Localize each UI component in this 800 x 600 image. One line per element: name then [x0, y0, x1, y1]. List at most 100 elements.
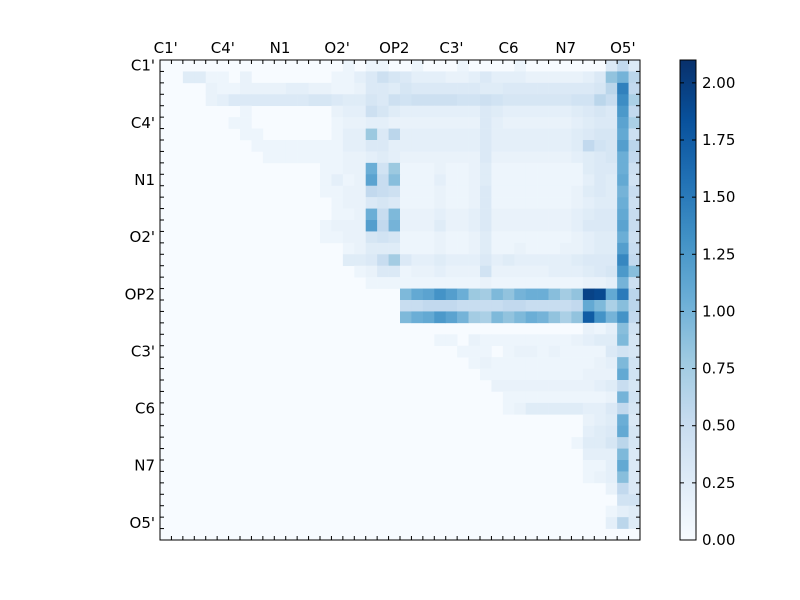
heatmap-cell [422, 220, 435, 232]
heatmap-cell [388, 105, 401, 118]
heatmap-cell [605, 185, 618, 198]
heatmap-cell [388, 254, 401, 267]
heatmap-cell [274, 82, 287, 95]
heatmap-cell [594, 208, 607, 221]
heatmap-cell [525, 162, 538, 175]
heatmap-cell [502, 277, 515, 289]
heatmap-cell [514, 208, 527, 221]
heatmap-cell [388, 220, 401, 232]
heatmap-cell [365, 128, 378, 141]
heatmap-cell [411, 60, 424, 72]
heatmap-cell [400, 140, 412, 152]
heatmap-cell [411, 82, 424, 95]
heatmap-cell [502, 368, 515, 381]
heatmap-cell [548, 162, 561, 175]
heatmap-cell [571, 151, 584, 164]
heatmap-cell [457, 128, 469, 141]
heatmap-cell [377, 254, 389, 267]
heatmap-cell [617, 288, 629, 301]
heatmap-cell [480, 208, 492, 221]
heatmap-cell [571, 197, 584, 209]
heatmap-cell [502, 105, 515, 118]
heatmap-cell [594, 300, 607, 312]
heatmap-cell [560, 357, 572, 369]
heatmap-cell [468, 277, 481, 289]
heatmap-cell [548, 220, 561, 232]
colorbar-tick-label: 2.00 [702, 74, 735, 92]
heatmap-cell [594, 471, 607, 484]
heatmap-cell [457, 265, 469, 278]
heatmap-cell [480, 242, 492, 255]
heatmap-cell [240, 128, 252, 141]
heatmap-cell [582, 105, 595, 118]
colorbar-tick-labels: 0.00 0.25 0.50 0.75 1.00 1.25 1.50 1.75 2.00 [702, 74, 735, 549]
heatmap-cell [297, 140, 309, 152]
heatmap-cell [457, 71, 469, 84]
heatmap-cell [365, 265, 378, 278]
heatmap-cell [480, 334, 492, 347]
heatmap-cell [628, 231, 641, 244]
heatmap-cell [468, 117, 481, 129]
heatmap-cell [605, 242, 618, 255]
heatmap-cell [285, 151, 298, 164]
heatmap-cell [605, 482, 618, 495]
heatmap-cell [514, 345, 527, 358]
heatmap-cell [548, 140, 561, 152]
heatmap-cell [377, 82, 389, 95]
heatmap-cell [514, 94, 527, 107]
heatmap-cell [365, 162, 378, 175]
heatmap-cell [297, 94, 309, 107]
heatmap-cell [525, 357, 538, 369]
heatmap-cell [571, 117, 584, 129]
y-tick-label: N1 [134, 171, 155, 189]
heatmap-cell [491, 185, 504, 198]
heatmap-cell [537, 140, 549, 152]
heatmap-cell [491, 265, 504, 278]
heatmap-cell [605, 288, 618, 301]
heatmap-cell [445, 300, 458, 312]
heatmap-cell [411, 208, 424, 221]
heatmap-cell [537, 300, 549, 312]
heatmap-cell [422, 185, 435, 198]
heatmap-cell [537, 357, 549, 369]
colorbar-tick-label: 0.75 [702, 360, 735, 378]
heatmap-cell [571, 277, 584, 289]
heatmap-cell [400, 82, 412, 95]
heatmap-cell [582, 391, 595, 404]
heatmap-cell [240, 105, 252, 118]
heatmap-cell [617, 368, 629, 381]
heatmap-cell [560, 277, 572, 289]
heatmap-cell [571, 140, 584, 152]
heatmap-cell [594, 220, 607, 232]
heatmap-cell [480, 368, 492, 381]
heatmap-cell [342, 231, 355, 244]
heatmap-cell [560, 197, 572, 209]
heatmap-cell [617, 254, 629, 267]
heatmap-cell [320, 82, 332, 95]
heatmap-cell [617, 185, 629, 198]
heatmap-cell [388, 140, 401, 152]
colorbar-ticks [680, 82, 696, 541]
heatmap-cell [445, 151, 458, 164]
heatmap-cell [468, 105, 481, 118]
heatmap-cell [537, 197, 549, 209]
heatmap-cell [480, 140, 492, 152]
heatmap-cell [434, 311, 447, 324]
heatmap-cell [571, 71, 584, 84]
heatmap-cell [480, 162, 492, 175]
x-tick-label: C1' [154, 39, 178, 57]
heatmap-cell [491, 105, 504, 118]
heatmap-cell [548, 391, 561, 404]
heatmap-cell [582, 242, 595, 255]
heatmap-cell [605, 425, 618, 438]
heatmap-cell [525, 220, 538, 232]
heatmap-cell [628, 391, 641, 404]
heatmap-cell [480, 174, 492, 187]
heatmap-cell [594, 71, 607, 84]
heatmap-cell [525, 345, 538, 358]
heatmap-cell [342, 60, 355, 72]
heatmap-cell [411, 140, 424, 152]
heatmap-cell [285, 140, 298, 152]
heatmap-cell [617, 151, 629, 164]
heatmap-cell [411, 71, 424, 84]
